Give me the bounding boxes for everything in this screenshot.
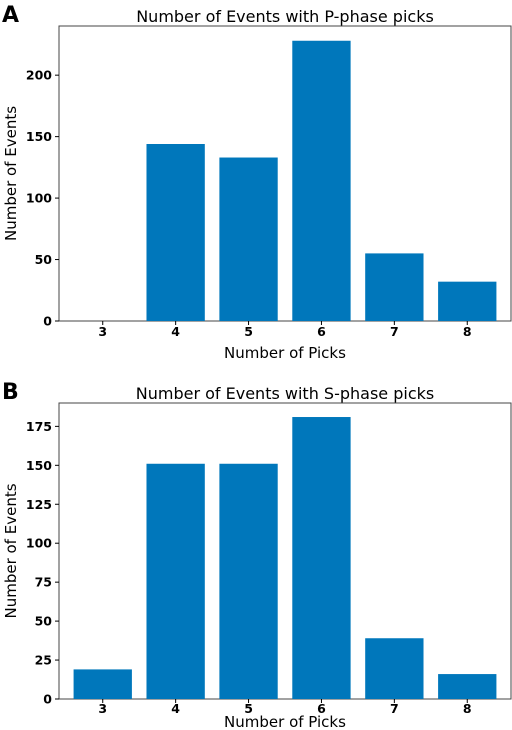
y-tick-label: 0: [43, 692, 52, 707]
panel-letter: B: [2, 380, 19, 405]
y-tick-label: 150: [26, 458, 52, 473]
x-tick-label: 8: [463, 701, 472, 716]
chart-panel-a: A Number of Events with P-phase picks 3 4 5 6…: [2, 3, 512, 362]
x-tick-label: 5: [244, 701, 253, 716]
chart-panel-b: B Number of Events with S-phase picks 3 4 5 6…: [2, 380, 512, 730]
x-axis-label: Number of Picks: [224, 344, 346, 362]
x-tick-label: 7: [390, 701, 399, 716]
bar-7: [365, 253, 424, 321]
y-tick-label: 100: [26, 191, 52, 206]
bar-6: [292, 417, 351, 699]
bar-7: [365, 638, 424, 699]
bar-6: [292, 40, 351, 321]
y-tick-label: 75: [35, 575, 52, 590]
x-tick-label: 4: [171, 324, 180, 339]
bar-4: [146, 144, 205, 321]
y-tick-label: 150: [26, 129, 52, 144]
x-tick-label: 3: [98, 701, 107, 716]
x-tick-label: 7: [390, 324, 399, 339]
x-tick-label: 6: [317, 701, 326, 716]
plot-frame: [58, 402, 512, 700]
y-tick-label: 25: [35, 653, 52, 668]
chart-title: Number of Events with P-phase picks: [136, 7, 434, 26]
bar-8: [438, 281, 497, 321]
bar-5: [219, 157, 278, 321]
x-tick-label: 6: [317, 324, 326, 339]
x-tick-label: 3: [98, 324, 107, 339]
y-tick-label: 200: [26, 68, 52, 83]
bar-8: [438, 674, 497, 699]
x-tick-label: 5: [244, 324, 253, 339]
chart-title: Number of Events with S-phase picks: [136, 384, 434, 403]
bar-4: [146, 463, 205, 699]
y-axis-label: Number of Events: [2, 483, 20, 618]
y-tick-label: 175: [26, 419, 52, 434]
bar-3: [73, 669, 132, 699]
x-axis-label: Number of Picks: [224, 713, 346, 730]
y-tick-label: 125: [26, 497, 52, 512]
x-tick-label: 8: [463, 324, 472, 339]
y-tick-label: 50: [35, 614, 53, 629]
y-tick-label: 50: [35, 252, 53, 267]
bar-5: [219, 463, 278, 699]
y-tick-label: 100: [26, 536, 52, 551]
x-tick-label: 4: [171, 701, 180, 716]
y-axis-label: Number of Events: [2, 106, 20, 241]
panel-letter: A: [2, 3, 19, 28]
plot-frame: [58, 25, 512, 322]
y-tick-label: 0: [43, 314, 52, 329]
